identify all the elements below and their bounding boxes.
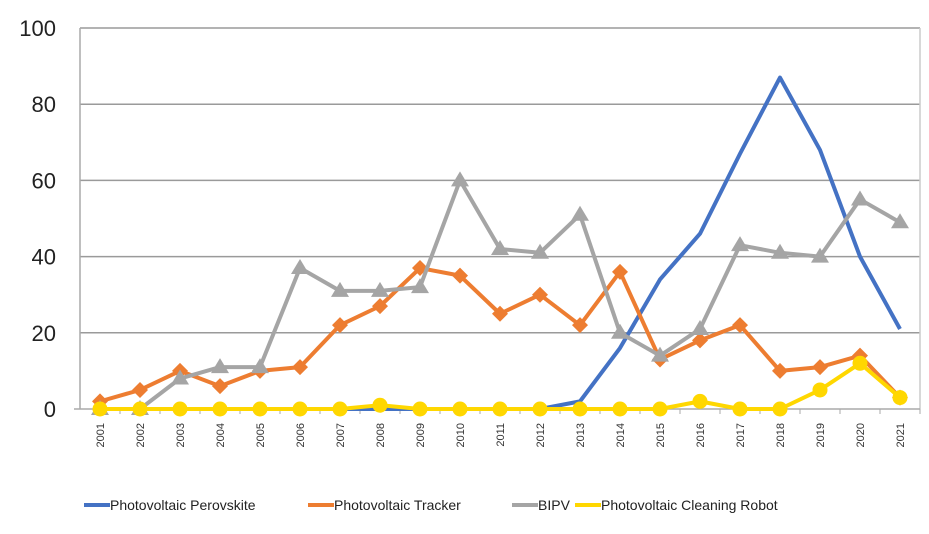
x-tick-label: 2009 [415,423,427,447]
data-point [212,378,228,395]
data-point [692,332,708,349]
data-point [172,401,188,417]
data-point [612,401,628,417]
x-tick-label: 2010 [455,423,467,447]
data-point [331,281,349,297]
data-point [292,359,308,376]
y-tick-label: 100 [19,16,56,41]
data-point [132,381,148,398]
data-point [452,267,468,284]
legend-label: Photovoltaic Perovskite [110,497,256,513]
data-point [852,355,868,371]
data-point [851,190,869,206]
x-tick-label: 2021 [895,423,907,447]
data-point [812,359,828,376]
x-tick-label: 2013 [575,423,587,447]
data-point [92,401,108,417]
data-point [611,323,629,339]
x-tick-label: 2014 [615,423,627,447]
x-tick-label: 2020 [855,423,867,447]
legend-label: Photovoltaic Tracker [334,497,461,513]
data-point [772,401,788,417]
data-point [892,390,908,406]
data-point [212,401,228,417]
x-tick-label: 2017 [735,423,747,447]
x-tick-label: 2018 [775,423,787,447]
data-point [571,205,589,221]
data-point [812,382,828,398]
y-tick-label: 0 [44,397,56,422]
data-point [532,286,548,303]
data-point [292,401,308,417]
y-tick-label: 80 [32,92,56,117]
data-point [251,358,269,374]
data-point [651,346,669,362]
x-tick-label: 2015 [655,423,667,447]
x-tick-label: 2011 [495,423,507,447]
x-tick-label: 2016 [695,423,707,447]
data-point [652,401,668,417]
data-point [811,247,829,263]
data-point [372,298,388,315]
data-point [572,401,588,417]
y-tick-label: 20 [32,321,56,346]
x-tick-label: 2004 [215,423,227,447]
data-point [372,397,388,413]
data-point [492,401,508,417]
data-point [252,401,268,417]
x-tick-label: 2012 [535,423,547,447]
data-point [732,317,748,334]
data-point [291,259,309,275]
x-tick-label: 2003 [175,423,187,447]
data-point [211,358,229,374]
data-point [731,236,749,252]
x-tick-label: 2008 [375,423,387,447]
data-point [572,317,588,334]
data-point [612,263,628,280]
data-point [772,362,788,379]
data-point [491,239,509,255]
data-point [692,393,708,409]
x-tick-label: 2001 [95,423,107,447]
y-tick-label: 40 [32,245,56,270]
legend-label: Photovoltaic Cleaning Robot [601,497,778,513]
data-point [452,401,468,417]
data-point [532,401,548,417]
data-point [691,319,709,335]
data-point [132,401,148,417]
x-tick-label: 2005 [255,423,267,447]
legend-label: BIPV [538,497,571,513]
x-tick-label: 2006 [295,423,307,447]
data-point [531,243,549,259]
data-point [771,243,789,259]
data-point [411,278,429,294]
x-tick-label: 2007 [335,423,347,447]
x-tick-label: 2019 [815,423,827,447]
data-point [332,317,348,334]
data-point [332,401,348,417]
y-tick-label: 60 [32,168,56,193]
data-point [412,401,428,417]
data-point [171,369,189,385]
data-point [492,305,508,322]
data-point [371,281,389,297]
x-tick-label: 2002 [135,423,147,447]
data-point [732,401,748,417]
data-point [451,171,469,187]
data-point [891,213,909,229]
